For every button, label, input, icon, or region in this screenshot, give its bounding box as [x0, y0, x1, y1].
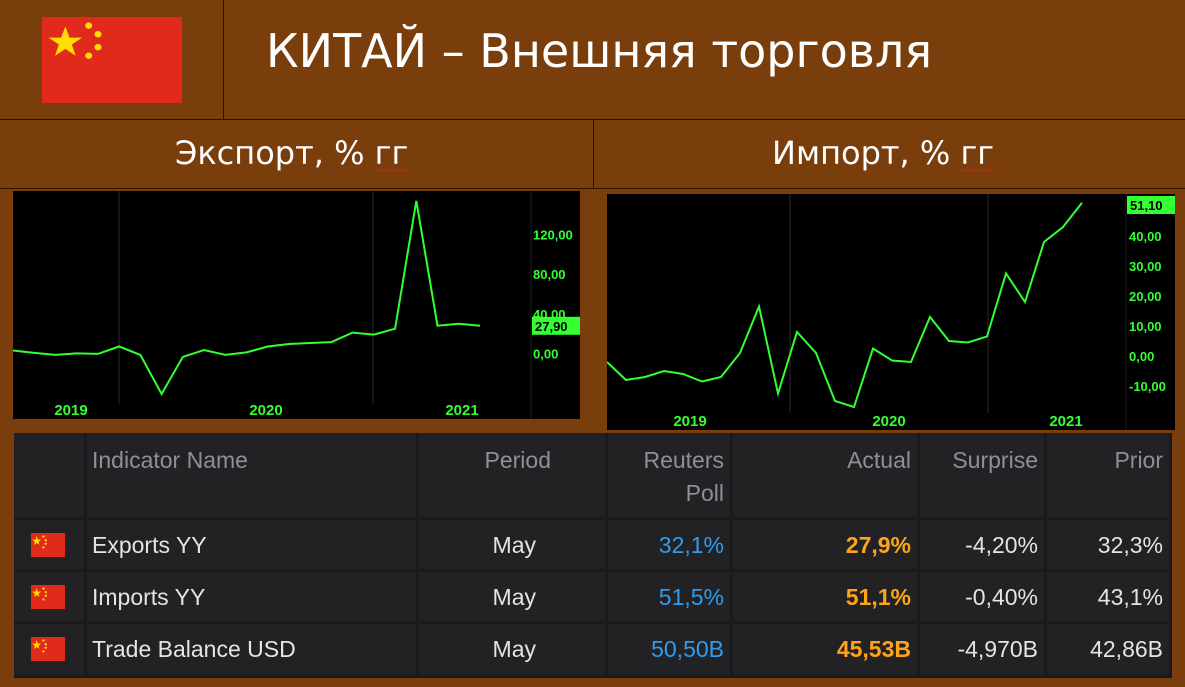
- header-surprise-text: Surprise: [952, 447, 1038, 473]
- chart-svg: 40,00 30,00 20,00 10,00 0,00 -10,00 2019 2020 20…: [607, 194, 1175, 430]
- table-row-prior: 32,3%: [1047, 520, 1169, 569]
- china-flag-icon: [42, 17, 182, 103]
- x-tick-label: 2019: [54, 402, 87, 419]
- table-row-period: May: [419, 572, 605, 621]
- series-line: [607, 202, 1083, 409]
- frame-line: [593, 119, 594, 188]
- table-row-poll: 32,1%: [608, 520, 730, 569]
- header-period-text: Period: [484, 447, 551, 473]
- header-indicator-name: Indicator Name: [87, 433, 416, 517]
- x-tick-label: 2020: [249, 402, 282, 419]
- frame-line: [0, 119, 1185, 120]
- table-row-prior: 43,1%: [1047, 572, 1169, 621]
- china-flag-icon: [31, 585, 65, 609]
- table-row-poll: 51,5%: [608, 572, 730, 621]
- header-reuters-poll: Reuters Poll: [608, 433, 730, 517]
- last-value-badge: [532, 316, 580, 335]
- y-tick-label: 20,00: [1129, 289, 1162, 304]
- table-row-period: May: [419, 520, 605, 569]
- table-row-actual: 51,1%: [733, 572, 917, 621]
- header-prior: Prior: [1047, 433, 1169, 517]
- imports-chart: 40,00 30,00 20,00 10,00 0,00 -10,00 2019 2020 20…: [607, 194, 1175, 430]
- header-surprise: Surprise: [920, 433, 1044, 517]
- table-row-poll: 50,50B: [608, 624, 730, 675]
- table-row-period: May: [419, 624, 605, 675]
- frame-line: [0, 188, 1185, 189]
- table-row-surprise: -0,40%: [920, 572, 1044, 621]
- china-flag-icon: [31, 637, 65, 661]
- indicators-table: Indicator Name Period Reuters Poll Actua…: [14, 433, 1172, 678]
- table-row-prior: 42,86B: [1047, 624, 1169, 675]
- last-value-badge: [1127, 196, 1175, 214]
- table-row-name: Imports YY: [87, 572, 416, 621]
- header-poll-line1: Reuters: [643, 447, 724, 473]
- table-row-name: Trade Balance USD: [87, 624, 416, 675]
- table-row-flag-cell: [14, 624, 84, 675]
- header-poll-line2: Poll: [685, 480, 724, 506]
- y-tick-label: -10,00: [1129, 379, 1166, 394]
- x-tick-label: 2019: [673, 413, 706, 430]
- y-tick-label: 0,00: [533, 346, 558, 361]
- table-row-name: Exports YY: [87, 520, 416, 569]
- series-line: [13, 200, 481, 397]
- y-tick-label: 40,00: [1129, 229, 1162, 244]
- x-tick-label: 2021: [445, 402, 478, 419]
- y-tick-label: 10,00: [1129, 319, 1162, 334]
- table-row-surprise: -4,20%: [920, 520, 1044, 569]
- table-row-flag-cell: [14, 572, 84, 621]
- exports-subtitle: Экспорт, % гг: [175, 137, 408, 169]
- header-actual: Actual: [733, 433, 917, 517]
- x-tick-label: 2021: [1049, 413, 1082, 430]
- y-tick-label: 30,00: [1129, 259, 1162, 274]
- header-period: Period: [419, 433, 605, 517]
- exports-chart: 120,00 80,00 40,00 0,00 2019 2020 2021 27,90: [13, 191, 580, 419]
- header-prior-text: Prior: [1114, 447, 1163, 473]
- page-title: КИТАЙ – Внешняя торговля: [266, 24, 932, 78]
- table-row-actual: 45,53B: [733, 624, 917, 675]
- x-tick-label: 2020: [872, 413, 905, 430]
- y-tick-label: 80,00: [533, 267, 566, 282]
- table-row-actual: 27,9%: [733, 520, 917, 569]
- table-row-flag-cell: [14, 520, 84, 569]
- last-value-label: 27,90: [535, 319, 568, 334]
- imports-subtitle-text: Импорт, % гг: [772, 134, 995, 172]
- table-row-surprise: -4,970B: [920, 624, 1044, 675]
- frame-line: [223, 0, 224, 119]
- header-flag-cell: [14, 433, 84, 517]
- header-indicator-name-text: Indicator Name: [92, 447, 248, 473]
- header-actual-text: Actual: [847, 447, 911, 473]
- china-flag-icon: [31, 533, 65, 557]
- y-tick-label: 0,00: [1129, 349, 1154, 364]
- last-value-label: 51,10: [1130, 198, 1163, 213]
- exports-subtitle-text: Экспорт, % гг: [175, 134, 409, 172]
- imports-subtitle: Импорт, % гг: [772, 137, 994, 169]
- y-tick-label: 120,00: [533, 228, 573, 243]
